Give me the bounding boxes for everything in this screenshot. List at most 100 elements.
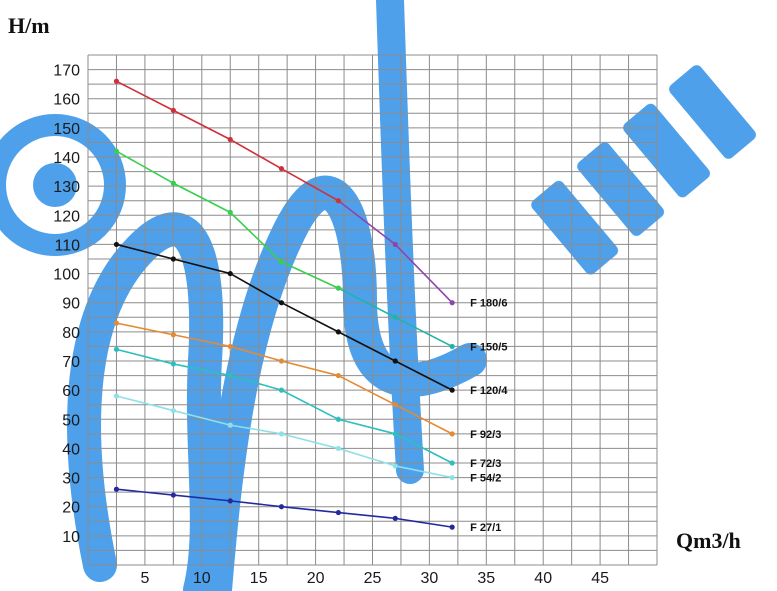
y-tick-label: 130	[53, 179, 80, 196]
data-point	[228, 137, 233, 142]
axis-ticks: 10 20 30 40 50 60 70 80 90 100 110 120 130 140 150 160 1…	[53, 63, 609, 587]
data-point	[171, 408, 176, 413]
data-point	[279, 358, 284, 363]
series-label: F 72/3	[470, 458, 501, 470]
data-point	[450, 300, 455, 305]
data-point	[171, 256, 176, 261]
series-line-segment	[230, 140, 281, 169]
x-tick-label: 30	[421, 570, 439, 587]
data-point	[228, 210, 233, 215]
y-tick-label: 120	[53, 208, 80, 225]
data-point	[336, 286, 341, 291]
y-tick-label: 150	[53, 121, 80, 138]
series-line-segment	[338, 419, 395, 434]
series-line-segment	[281, 507, 338, 513]
data-point	[171, 361, 176, 366]
data-point	[279, 300, 284, 305]
x-tick-label: 25	[364, 570, 382, 587]
data-point	[393, 516, 398, 521]
data-point	[114, 321, 119, 326]
y-tick-label: 90	[62, 296, 80, 313]
series-label: F 120/4	[470, 385, 508, 397]
data-point	[336, 373, 341, 378]
data-point	[279, 431, 284, 436]
watermark-logo	[0, 0, 758, 590]
series-line-segment	[395, 518, 452, 527]
chart-grid	[88, 55, 657, 565]
series-labels: F 180/6 F 150/5 F 120/4 F 92/3 F 72/3 F 54/2 F…	[470, 298, 508, 534]
data-point	[114, 347, 119, 352]
data-point	[393, 402, 398, 407]
data-point	[171, 492, 176, 497]
data-point	[336, 510, 341, 515]
data-point	[393, 315, 398, 320]
data-point	[336, 198, 341, 203]
data-point	[336, 446, 341, 451]
y-tick-label: 50	[62, 412, 80, 429]
y-tick-label: 80	[62, 325, 80, 342]
series-f-27-1	[114, 487, 455, 530]
y-axis-title: H/m	[8, 13, 50, 38]
series-line-segment	[281, 262, 338, 288]
x-tick-label: 10	[193, 570, 211, 587]
y-tick-label: 170	[53, 63, 80, 80]
data-point	[171, 108, 176, 113]
series-label: F 92/3	[470, 429, 501, 441]
series-label: F 150/5	[470, 341, 507, 353]
data-point	[228, 423, 233, 428]
series-line-segment	[281, 434, 338, 449]
watermark-stroke-2	[215, 193, 470, 590]
y-tick-label: 140	[53, 150, 80, 167]
data-point	[279, 166, 284, 171]
series-label: F 180/6	[470, 298, 507, 310]
data-point	[393, 242, 398, 247]
y-tick-label: 20	[62, 500, 80, 517]
data-point	[393, 358, 398, 363]
data-point	[114, 487, 119, 492]
y-tick-label: 40	[62, 441, 80, 458]
x-tick-label: 15	[250, 570, 268, 587]
data-point	[228, 498, 233, 503]
x-tick-label: 45	[591, 570, 609, 587]
watermark-stroke-3	[390, 0, 410, 470]
series-label: F 27/1	[470, 522, 501, 534]
data-point	[450, 388, 455, 393]
x-tick-label: 35	[477, 570, 495, 587]
data-point	[114, 242, 119, 247]
x-tick-label: 20	[307, 570, 325, 587]
data-point	[450, 431, 455, 436]
series-line-segment	[281, 361, 338, 376]
data-point	[336, 417, 341, 422]
x-tick-label: 5	[140, 570, 149, 587]
data-point	[450, 460, 455, 465]
data-point	[336, 329, 341, 334]
data-point	[450, 344, 455, 349]
y-tick-label: 30	[62, 471, 80, 488]
x-tick-label: 40	[534, 570, 552, 587]
data-point	[114, 79, 119, 84]
data-point	[279, 388, 284, 393]
data-point	[114, 149, 119, 154]
data-point	[450, 475, 455, 480]
y-tick-label: 10	[62, 529, 80, 546]
data-point	[171, 332, 176, 337]
data-point	[450, 525, 455, 530]
data-point	[393, 431, 398, 436]
data-point	[171, 181, 176, 186]
y-tick-label: 110	[54, 237, 80, 254]
x-axis-title: Qm3/h	[676, 528, 741, 553]
data-point	[279, 504, 284, 509]
data-point	[279, 259, 284, 264]
data-point	[228, 373, 233, 378]
y-tick-label: 160	[53, 92, 80, 109]
series-label: F 54/2	[470, 473, 501, 485]
data-point	[228, 344, 233, 349]
y-tick-label: 70	[62, 354, 80, 371]
data-point	[114, 393, 119, 398]
data-point	[393, 463, 398, 468]
data-point	[228, 271, 233, 276]
series-line-segment	[338, 513, 395, 519]
y-tick-label: 60	[62, 383, 80, 400]
y-tick-label: 100	[53, 267, 80, 284]
